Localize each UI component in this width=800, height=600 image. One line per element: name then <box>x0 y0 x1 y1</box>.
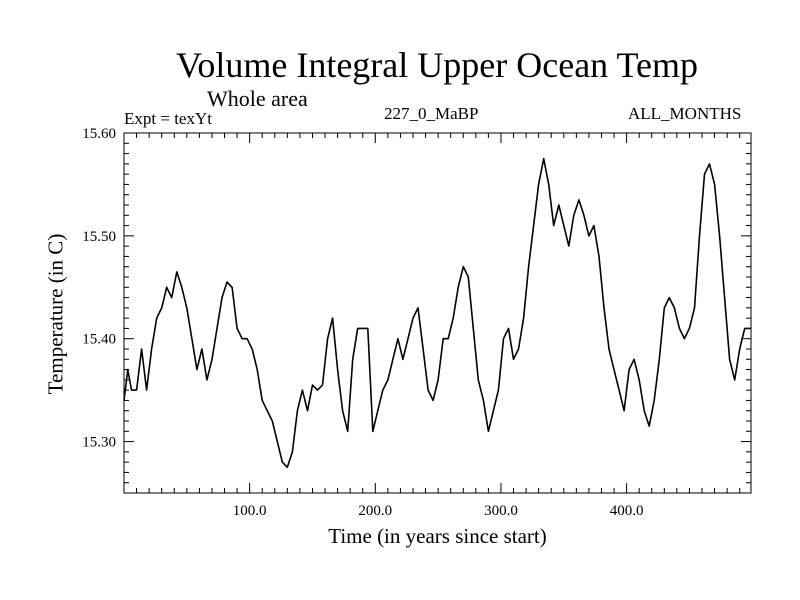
plot-frame <box>123 132 752 494</box>
x-tick-label: 100.0 <box>233 503 267 519</box>
axis-ticks <box>124 133 751 493</box>
x-tick-label: 400.0 <box>610 503 644 519</box>
y-tick-label: 15.50 <box>82 229 116 245</box>
x-tick-label: 300.0 <box>484 503 518 519</box>
y-tick-label: 15.60 <box>82 126 116 142</box>
chart-subtitle: Whole area <box>207 86 308 111</box>
series-layer <box>123 157 751 469</box>
x-tick-label: 200.0 <box>358 503 392 519</box>
run-label: 227_0_MaBP <box>384 104 479 123</box>
x-axis-label: Time (in years since start) <box>328 524 547 548</box>
y-tick-label: 15.40 <box>82 332 116 348</box>
months-label: ALL_MONTHS <box>628 104 742 123</box>
axis-tick-labels: 100.0 200.0 300.0 400.0 15.30 15.40 15.50 15.60 <box>82 126 643 519</box>
experiment-label: Expt = texYt <box>124 109 212 128</box>
y-tick-label: 15.30 <box>82 435 116 451</box>
chart-title: Volume Integral Upper Ocean Temp <box>176 45 698 85</box>
series-line-0 <box>123 157 751 469</box>
